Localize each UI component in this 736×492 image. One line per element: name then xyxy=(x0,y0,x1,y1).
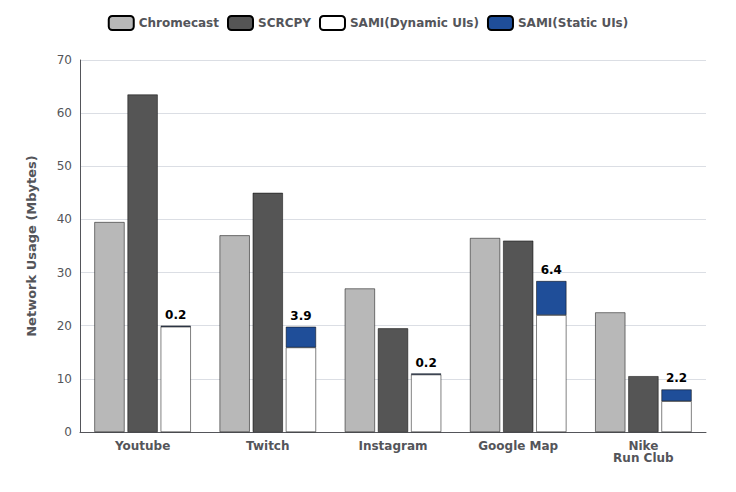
svg-text:3.9: 3.9 xyxy=(290,309,311,323)
svg-text:10: 10 xyxy=(57,372,72,386)
svg-text:Run Club: Run Club xyxy=(613,451,674,465)
svg-text:0.2: 0.2 xyxy=(416,356,437,370)
svg-text:40: 40 xyxy=(57,212,72,226)
svg-text:Nike: Nike xyxy=(628,439,659,453)
svg-text:60: 60 xyxy=(57,106,72,120)
svg-text:Network Usage (Mbytes): Network Usage (Mbytes) xyxy=(24,155,39,337)
svg-text:Instagram: Instagram xyxy=(358,439,427,453)
svg-text:Chromecast: Chromecast xyxy=(139,16,220,30)
svg-text:50: 50 xyxy=(57,159,72,173)
svg-text:Youtube: Youtube xyxy=(114,439,170,453)
svg-text:0.2: 0.2 xyxy=(165,308,186,322)
svg-text:0: 0 xyxy=(64,425,72,439)
svg-text:20: 20 xyxy=(57,319,72,333)
svg-text:30: 30 xyxy=(57,266,72,280)
svg-text:70: 70 xyxy=(57,53,72,67)
svg-text:Twitch: Twitch xyxy=(246,439,289,453)
svg-text:6.4: 6.4 xyxy=(541,263,562,277)
svg-text:SAMI(Static UIs): SAMI(Static UIs) xyxy=(518,16,628,30)
svg-text:2.2: 2.2 xyxy=(666,371,687,385)
svg-text:SCRCPY: SCRCPY xyxy=(258,16,311,30)
svg-text:SAMI(Dynamic UIs): SAMI(Dynamic UIs) xyxy=(350,16,479,30)
svg-text:Google Map: Google Map xyxy=(478,439,558,453)
